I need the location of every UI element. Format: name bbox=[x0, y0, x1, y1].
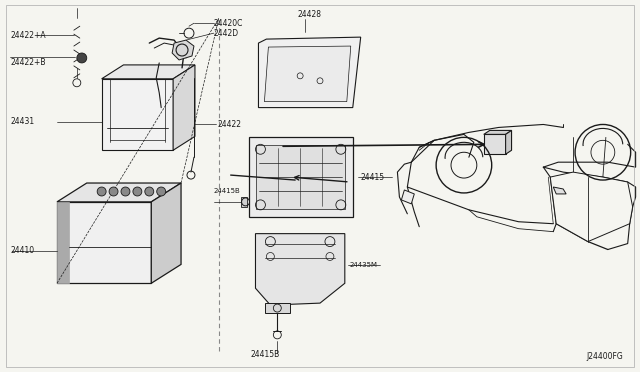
Text: J24400FG: J24400FG bbox=[586, 352, 623, 361]
Text: 24415: 24415 bbox=[361, 173, 385, 182]
Polygon shape bbox=[264, 46, 351, 102]
Polygon shape bbox=[484, 131, 511, 134]
Polygon shape bbox=[484, 134, 506, 154]
Text: 24410: 24410 bbox=[10, 246, 35, 255]
Polygon shape bbox=[553, 187, 566, 194]
Polygon shape bbox=[57, 183, 181, 202]
Circle shape bbox=[145, 187, 154, 196]
Circle shape bbox=[157, 187, 166, 196]
Text: 24420C: 24420C bbox=[214, 19, 243, 28]
Polygon shape bbox=[102, 65, 195, 79]
Text: 2442D: 2442D bbox=[214, 29, 239, 38]
Polygon shape bbox=[255, 234, 345, 305]
Text: 24415B: 24415B bbox=[214, 188, 241, 194]
Circle shape bbox=[109, 187, 118, 196]
Polygon shape bbox=[506, 131, 511, 154]
Circle shape bbox=[121, 187, 130, 196]
Polygon shape bbox=[259, 37, 361, 108]
Polygon shape bbox=[102, 79, 173, 150]
Polygon shape bbox=[266, 303, 290, 313]
Circle shape bbox=[97, 187, 106, 196]
Polygon shape bbox=[57, 202, 151, 283]
Polygon shape bbox=[173, 65, 195, 150]
Text: 24422+B: 24422+B bbox=[10, 58, 46, 67]
Text: 24422+A: 24422+A bbox=[10, 31, 46, 40]
Text: 24415B: 24415B bbox=[250, 350, 280, 359]
Circle shape bbox=[133, 187, 142, 196]
Text: 24435M: 24435M bbox=[350, 262, 378, 269]
Text: 24431: 24431 bbox=[10, 117, 35, 126]
Polygon shape bbox=[57, 202, 69, 283]
Polygon shape bbox=[401, 190, 414, 204]
Polygon shape bbox=[241, 197, 246, 207]
Polygon shape bbox=[172, 40, 194, 60]
Polygon shape bbox=[550, 172, 633, 241]
Text: 24428: 24428 bbox=[297, 10, 321, 19]
Polygon shape bbox=[151, 183, 181, 283]
Polygon shape bbox=[257, 145, 345, 209]
Circle shape bbox=[77, 53, 87, 63]
Polygon shape bbox=[248, 137, 353, 217]
Text: 24422: 24422 bbox=[218, 120, 242, 129]
